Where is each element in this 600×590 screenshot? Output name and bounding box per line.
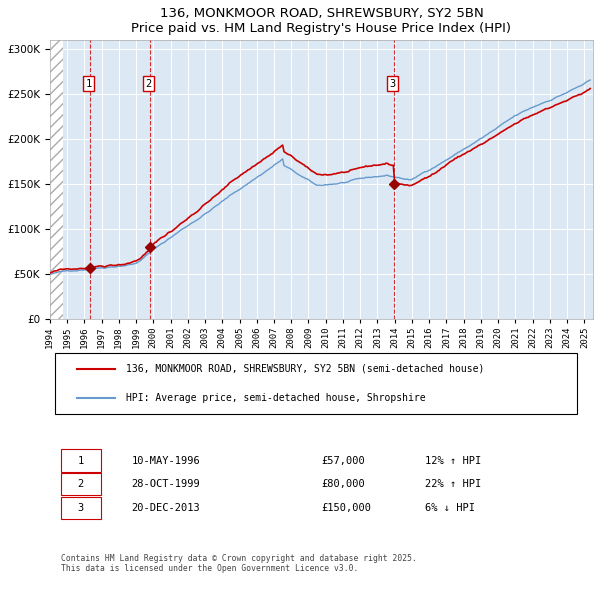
Text: 136, MONKMOOR ROAD, SHREWSBURY, SY2 5BN (semi-detached house): 136, MONKMOOR ROAD, SHREWSBURY, SY2 5BN … (126, 364, 484, 374)
Text: 20-DEC-2013: 20-DEC-2013 (131, 503, 200, 513)
Title: 136, MONKMOOR ROAD, SHREWSBURY, SY2 5BN
Price paid vs. HM Land Registry's House : 136, MONKMOOR ROAD, SHREWSBURY, SY2 5BN … (131, 7, 511, 35)
Bar (50, 40, 63, 319)
FancyBboxPatch shape (61, 473, 101, 496)
Text: 3: 3 (77, 503, 84, 513)
Text: HPI: Average price, semi-detached house, Shropshire: HPI: Average price, semi-detached house,… (126, 393, 425, 402)
Text: 3: 3 (389, 78, 395, 88)
Text: £150,000: £150,000 (322, 503, 371, 513)
FancyBboxPatch shape (61, 497, 101, 519)
Text: £80,000: £80,000 (322, 479, 365, 489)
Text: 28-OCT-1999: 28-OCT-1999 (131, 479, 200, 489)
Text: 22% ↑ HPI: 22% ↑ HPI (425, 479, 481, 489)
Text: 12% ↑ HPI: 12% ↑ HPI (425, 455, 481, 466)
Text: 2: 2 (77, 479, 84, 489)
Text: Contains HM Land Registry data © Crown copyright and database right 2025.
This d: Contains HM Land Registry data © Crown c… (61, 554, 416, 573)
FancyBboxPatch shape (61, 450, 101, 471)
Text: £57,000: £57,000 (322, 455, 365, 466)
Text: 1: 1 (77, 455, 84, 466)
Text: 6% ↓ HPI: 6% ↓ HPI (425, 503, 475, 513)
Text: 1: 1 (86, 78, 92, 88)
FancyBboxPatch shape (55, 352, 577, 414)
Text: 2: 2 (145, 78, 152, 88)
Text: 10-MAY-1996: 10-MAY-1996 (131, 455, 200, 466)
